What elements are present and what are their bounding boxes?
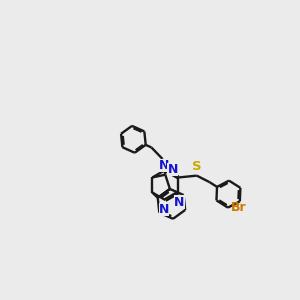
Text: N: N bbox=[159, 159, 169, 172]
Text: Br: Br bbox=[231, 201, 246, 214]
Text: N: N bbox=[168, 163, 178, 176]
Text: S: S bbox=[192, 160, 202, 173]
Text: N: N bbox=[159, 203, 169, 216]
Text: N: N bbox=[174, 196, 184, 208]
